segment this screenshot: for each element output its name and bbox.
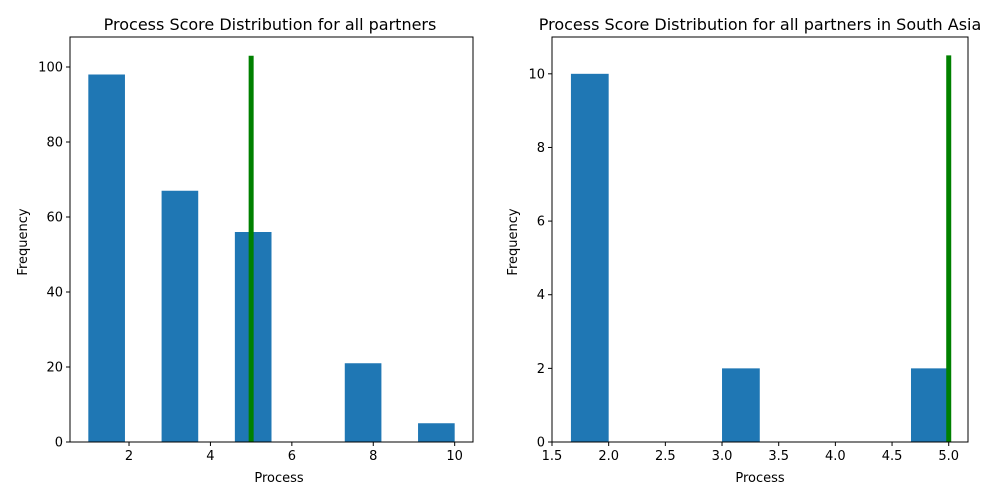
histogram-bar <box>344 363 382 442</box>
histogram-bar <box>570 73 609 443</box>
y-axis-ticks: 0 2 4 6 8 10 <box>528 67 552 451</box>
x-axis-label: Process <box>735 471 785 486</box>
plot-frame <box>69 36 474 443</box>
x-axis-label: Process <box>254 471 304 486</box>
histogram-panel-south-asia: Process Score Distribution for all partn… <box>506 15 981 486</box>
y-tick-label: 10 <box>528 67 545 82</box>
histogram-bar <box>910 368 949 442</box>
x-tick-label: 2 <box>125 449 133 464</box>
x-axis-ticks: 2 4 6 8 10 <box>125 442 463 464</box>
x-tick-label: 2.5 <box>655 449 676 464</box>
y-axis-label: Frequency <box>16 208 31 275</box>
histogram-panel-all-partners: Process Score Distribution for all partn… <box>16 15 474 486</box>
y-tick-label: 8 <box>537 141 545 156</box>
x-tick-label: 4 <box>206 449 214 464</box>
x-axis-ticks: 1.5 2.0 2.5 3.0 3.5 4.0 4.5 5.0 <box>542 442 959 464</box>
plot-frame <box>551 36 969 443</box>
histogram-bar <box>88 74 125 442</box>
x-tick-label: 4.0 <box>825 449 846 464</box>
x-tick-label: 10 <box>446 449 463 464</box>
x-tick-label: 3.0 <box>712 449 733 464</box>
y-tick-label: 6 <box>537 215 545 230</box>
y-axis-ticks: 0 20 40 60 80 100 <box>38 61 70 451</box>
y-tick-label: 20 <box>46 361 63 376</box>
x-tick-label: 1.5 <box>542 449 563 464</box>
x-tick-label: 4.5 <box>882 449 903 464</box>
bar-group <box>570 73 949 443</box>
y-tick-label: 0 <box>537 436 545 451</box>
y-tick-label: 80 <box>46 136 63 151</box>
y-tick-label: 2 <box>537 362 545 377</box>
y-tick-label: 40 <box>46 286 63 301</box>
x-tick-label: 6 <box>288 449 296 464</box>
y-tick-label: 0 <box>55 436 63 451</box>
histogram-bar <box>418 423 455 442</box>
x-tick-label: 5.0 <box>938 449 959 464</box>
x-tick-label: 2.0 <box>598 449 619 464</box>
chart-title: Process Score Distribution for all partn… <box>539 15 982 34</box>
x-tick-label: 3.5 <box>768 449 789 464</box>
y-tick-label: 60 <box>46 211 63 226</box>
y-tick-label: 100 <box>38 61 63 76</box>
histogram-bar <box>161 190 199 442</box>
y-axis-label: Frequency <box>506 208 521 275</box>
histogram-bar <box>722 368 760 442</box>
x-tick-label: 8 <box>369 449 377 464</box>
chart-title: Process Score Distribution for all partn… <box>104 15 437 34</box>
y-tick-label: 4 <box>537 288 545 303</box>
